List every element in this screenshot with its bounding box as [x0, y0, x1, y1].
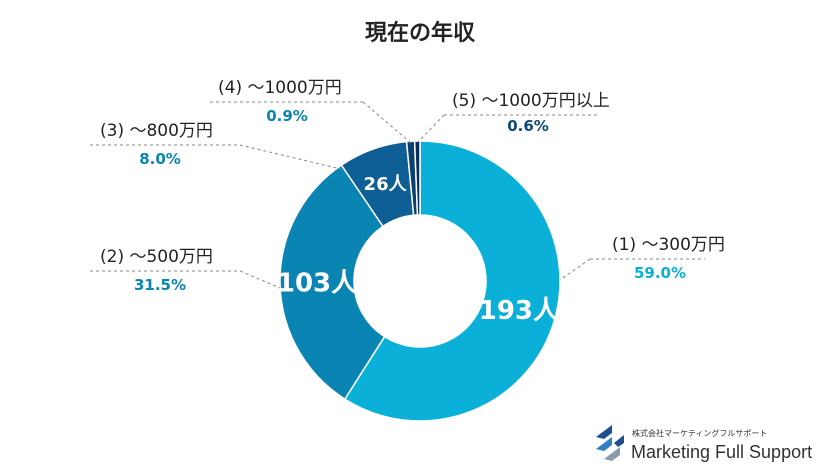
donut-slice-5 — [413, 140, 421, 216]
brand-company-name: 株式会社マーケティングフルサポート — [632, 428, 767, 438]
leader-line-d-4 — [362, 101, 412, 144]
slice-count-label: 103人 — [277, 268, 357, 298]
slice-percent-label-1: 59.0% — [634, 264, 686, 282]
slice-count-label: 193人 — [479, 296, 559, 326]
donut-slice-1 — [343, 140, 561, 422]
slice-percent-label-2: 31.5% — [134, 276, 186, 294]
slice-category-label-3: (3) ～800万円 — [100, 121, 213, 141]
slice-percent-label-5: 0.6% — [507, 117, 549, 135]
slice-category-label-1: (1) ～300万円 — [612, 235, 725, 255]
slice-count-label: 26人 — [364, 174, 408, 195]
chart-title: 現在の年収 — [365, 20, 476, 46]
slice-percent-label-3: 8.0% — [139, 150, 181, 168]
slice-category-label-4: (4) ～1000万円 — [218, 78, 342, 98]
slice-category-label-2: (2) ～500万円 — [100, 247, 213, 267]
leader-line-d-5 — [417, 114, 445, 143]
leader-line-d-3 — [239, 144, 346, 171]
donut-slice-2 — [279, 164, 386, 401]
brand-name: Marketing Full Support — [631, 442, 812, 462]
slice-category-label-5: (5) ～1000万円以上 — [452, 91, 610, 111]
mfs-logo-icon — [596, 425, 624, 461]
leader-lines — [90, 101, 705, 289]
leader-line-d-1 — [559, 258, 591, 281]
donut-slices — [279, 140, 561, 422]
brand-logo: 株式会社マーケティングフルサポート Marketing Full Support — [596, 425, 812, 462]
slice-labels: 193人 103人 26人 (1) ～300万円 59.0% (2) ～500万円 31.5… — [100, 78, 725, 326]
slice-percent-label-4: 0.9% — [266, 107, 308, 125]
leader-line-d-2 — [239, 270, 281, 289]
